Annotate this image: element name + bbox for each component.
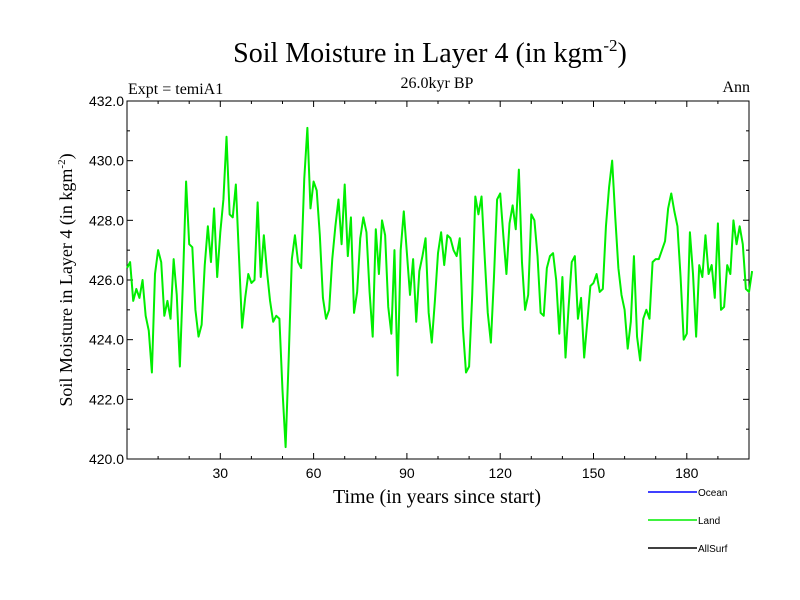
y-axis-label-sup: -2 [56,159,68,168]
y-tick-label: 430.0 [89,153,124,169]
y-axis-label-main: Soil Moisture in Layer 4 (in kgm [56,169,77,407]
legend-label-ocean: Ocean [698,488,727,499]
series-layer [126,126,754,449]
x-ticks: 30 60 90 120 150 180 [157,101,719,481]
chart-title: Soil Moisture in Layer 4 (in kgm-2) [233,36,627,69]
x-tick-label: 90 [399,465,415,481]
legend: Ocean Land AllSurf [648,488,728,555]
series-line-land [126,126,754,449]
y-ticks: 420.0 422.0 424.0 426.0 428.0 430.0 432.0 [89,93,749,467]
y-tick-label: 422.0 [89,391,124,407]
y-axis-label-close: ) [56,153,77,159]
x-tick-label: 120 [489,465,513,481]
season-label: Ann [722,79,750,96]
chart-subtitle: 26.0kyr BP [401,75,474,92]
experiment-label: Expt = temiA1 [128,81,223,98]
y-tick-label: 424.0 [89,332,124,348]
x-tick-label: 180 [675,465,699,481]
chart-title-main: Soil Moisture in Layer 4 (in kgm [233,38,603,69]
x-axis-label: Time (in years since start) [333,486,541,508]
x-tick-label: 60 [306,465,322,481]
chart-title-sup: -2 [603,36,617,55]
legend-label-allsurf: AllSurf [698,544,728,555]
y-tick-label: 432.0 [89,93,124,109]
y-axis-label: Soil Moisture in Layer 4 (in kgm-2) [56,153,77,406]
y-tick-label: 426.0 [89,272,124,288]
plot-frame [126,100,750,460]
y-tick-label: 420.0 [89,451,124,467]
x-tick-label: 30 [213,465,229,481]
legend-label-land: Land [698,516,720,527]
x-tick-label: 150 [582,465,606,481]
chart-title-close: ) [618,38,627,69]
y-tick-label: 428.0 [89,212,124,228]
